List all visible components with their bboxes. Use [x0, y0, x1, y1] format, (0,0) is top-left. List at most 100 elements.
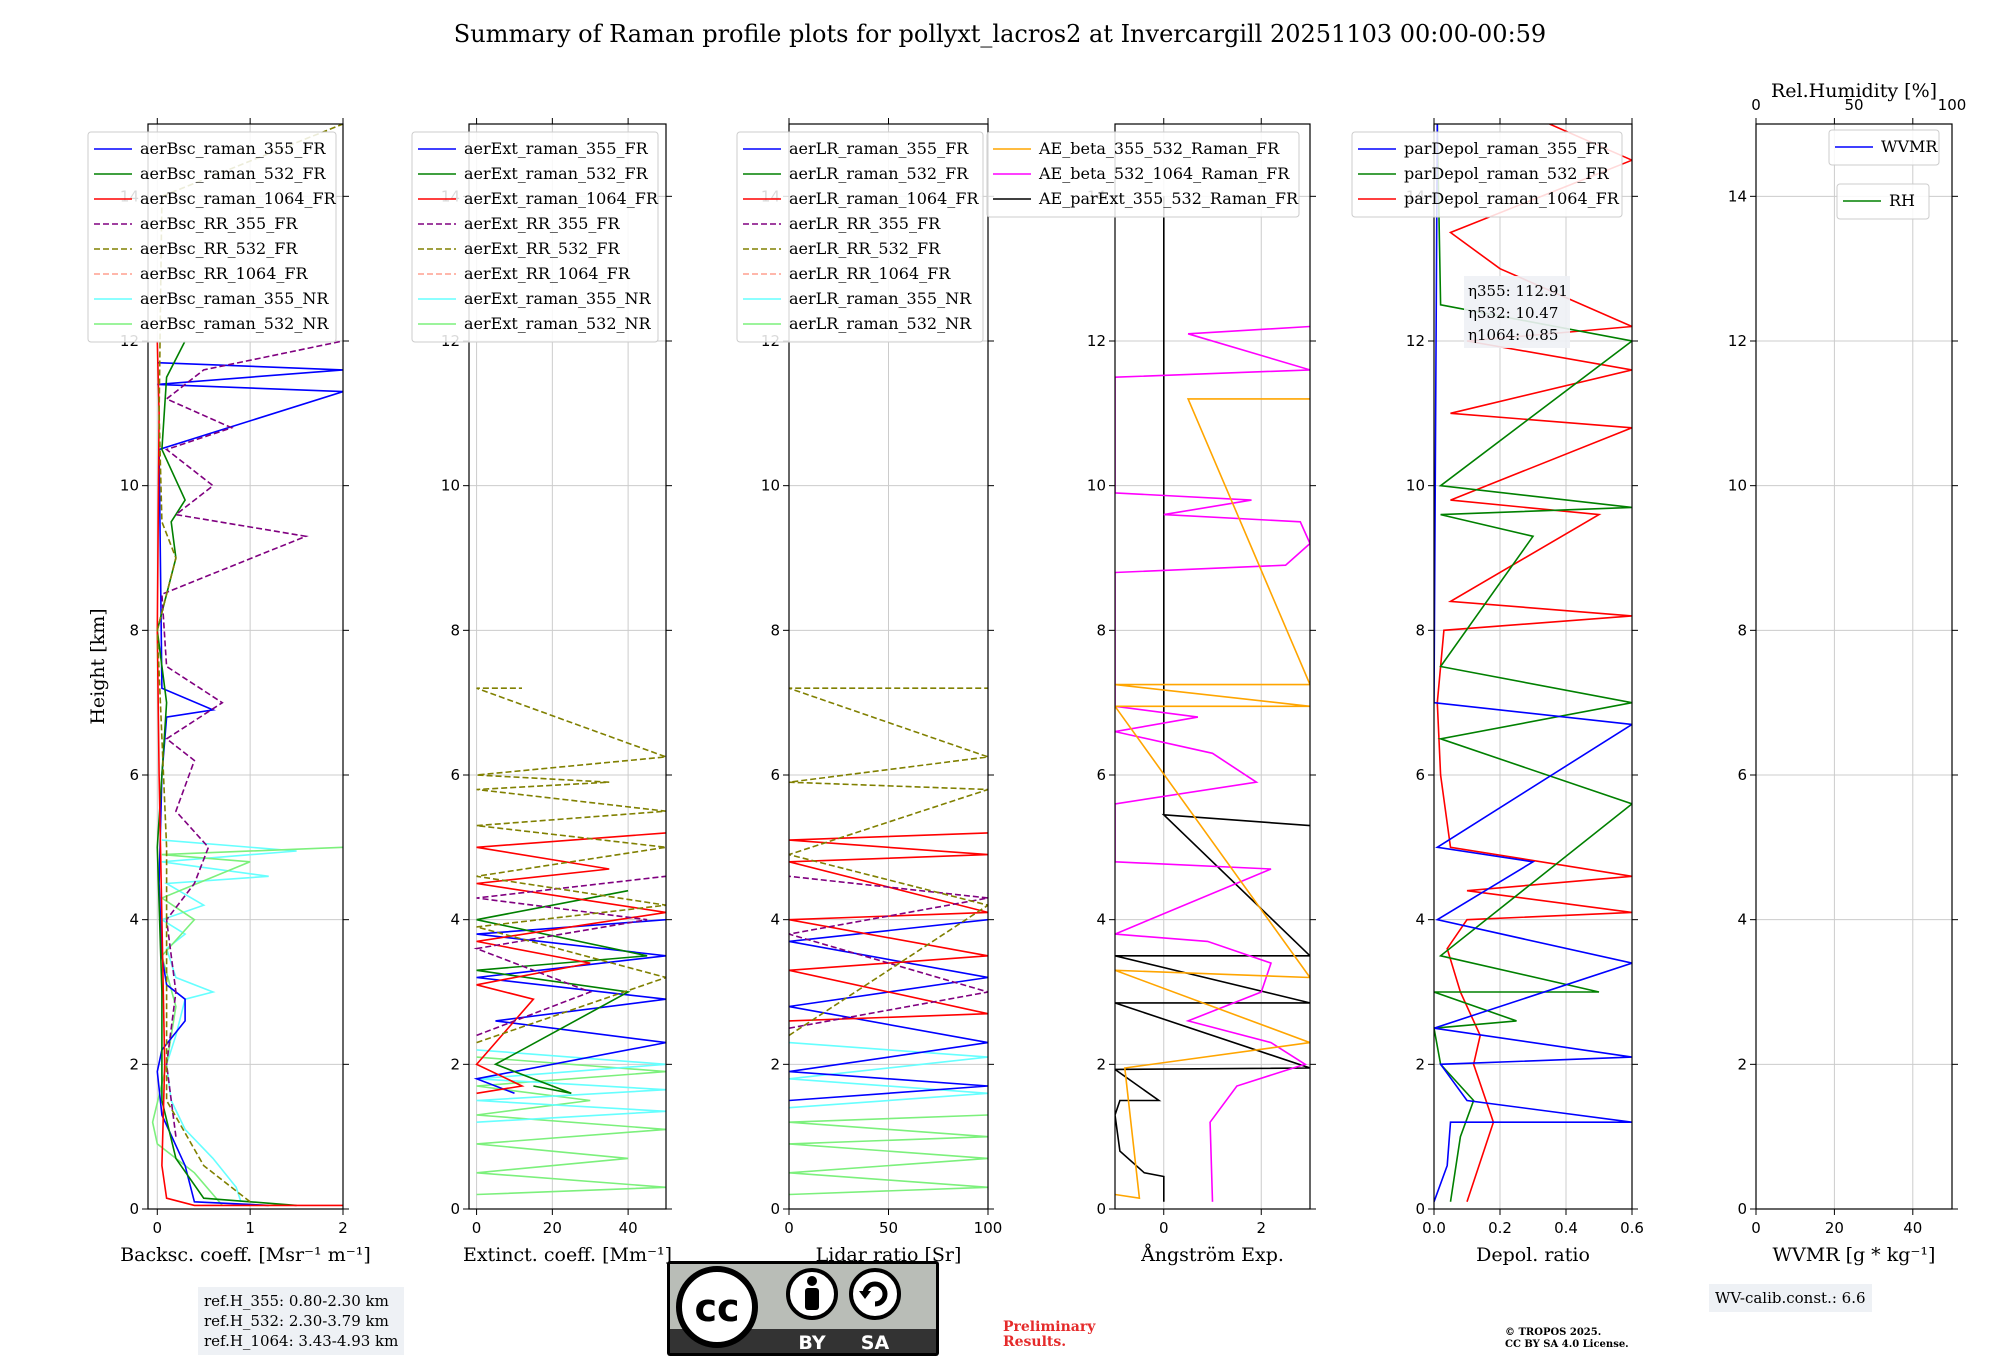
legend-label: aerExt_raman_355_NR — [464, 289, 652, 308]
y-tick-label: 8 — [770, 621, 780, 639]
y-tick-label: 4 — [450, 911, 460, 929]
y-tick-label: 8 — [1737, 621, 1747, 639]
y-tick-label: 12 — [1728, 332, 1747, 350]
series-group — [151, 124, 343, 1207]
x-tick-label: 0 — [153, 1219, 163, 1237]
y-tick-label: 10 — [1728, 477, 1747, 495]
y-tick-label: 10 — [1087, 477, 1106, 495]
legend-box — [1351, 131, 1623, 218]
legend-label: aerLR_raman_532_NR — [789, 314, 972, 333]
legend-box — [1828, 129, 1940, 166]
series-group — [1115, 196, 1310, 1202]
legend-box — [986, 131, 1300, 218]
y-tick-label: 4 — [129, 911, 139, 929]
series-aerBsc_RR_355_FR — [161, 340, 343, 1137]
x-tick-label: 40 — [1903, 1219, 1922, 1237]
legend-label: aerBsc_raman_355_NR — [140, 289, 329, 308]
legend: parDepol_raman_355_FR parDepol_raman_532_… — [1351, 131, 1623, 218]
series-aerBsc_raman_532_NR — [151, 846, 343, 1206]
y-tick-label: 2 — [450, 1055, 460, 1073]
x-tick-label: 0.6 — [1620, 1219, 1644, 1237]
x-tick-label: 20 — [1825, 1219, 1844, 1237]
x-tick-label: 0.4 — [1554, 1219, 1578, 1237]
y-tick-label: 0 — [1096, 1200, 1106, 1218]
x-axis-label: WVMR [g * kg⁻¹] — [1773, 1244, 1936, 1266]
legend-label: parDepol_raman_1064_FR — [1404, 189, 1620, 208]
y-tick-label: 2 — [1415, 1055, 1425, 1073]
y-tick-label: 4 — [1096, 911, 1106, 929]
series-group — [789, 687, 988, 1196]
axes-frame — [468, 123, 667, 1210]
copyright-note: © TROPOS 2025. CC BY SA 4.0 License. — [1505, 1327, 1629, 1351]
y-tick-label: 0 — [1737, 1200, 1747, 1218]
attribution-person-icon — [786, 1268, 838, 1320]
legend: aerExt_raman_355_FR aerExt_raman_532_FRae… — [411, 131, 659, 343]
panel-ext: 0246810121402040Extinct. coeff. [Mm⁻¹]ae… — [411, 118, 672, 1266]
series-aerBsc_RR_532_FR — [156, 124, 343, 1203]
panel-lr: 02468101214050100Lidar ratio [Sr]aerLR_r… — [736, 118, 1002, 1266]
legend-box — [411, 131, 659, 343]
figure-title: Summary of Raman profile plots for polly… — [453, 20, 1547, 48]
x-tick-label: 0 — [784, 1219, 794, 1237]
y-tick-label: 6 — [770, 766, 780, 784]
wv-calib-box: WV-calib.const.: 6.6 — [1709, 1284, 1872, 1312]
series-aerLR_raman_355_FR — [789, 918, 988, 1102]
legend: AE_beta_355_532_Raman_FR AE_beta_532_1064… — [986, 131, 1300, 218]
x-tick-label: 0.0 — [1422, 1219, 1446, 1237]
legend-label: parDepol_raman_355_FR — [1404, 139, 1610, 158]
x-axis-label: Extinct. coeff. [Mm⁻¹] — [463, 1244, 672, 1266]
series-aerBsc_raman_532_FR — [156, 340, 297, 1207]
y-tick-label: 0 — [450, 1200, 460, 1218]
y-tick-label: 14 — [1728, 187, 1747, 205]
series-AE_beta_355_532_Raman_FR — [1115, 398, 1310, 1200]
cc-logo-icon: cc — [676, 1266, 758, 1348]
legend-label: parDepol_raman_532_FR — [1404, 164, 1610, 183]
y-tick-label: 2 — [1096, 1055, 1106, 1073]
copyright-line2: CC BY SA 4.0 License. — [1505, 1339, 1629, 1350]
ref-height-355: ref.H_355: 0.80-2.30 km — [204, 1292, 389, 1310]
series-aerExt_RR_532_FR — [476, 687, 666, 1044]
legend-label: AE_beta_355_532_Raman_FR — [1038, 139, 1280, 158]
y-tick-label: 0 — [1415, 1200, 1425, 1218]
preliminary-line1: Preliminary — [1003, 1319, 1096, 1335]
legend-label: aerExt_RR_532_FR — [464, 239, 621, 258]
legend-label: aerLR_raman_532_FR — [789, 164, 969, 183]
legend-label: aerExt_raman_355_FR — [464, 139, 649, 158]
y-tick-label: 8 — [450, 621, 460, 639]
legend-label: aerBsc_raman_355_FR — [140, 139, 326, 158]
annotation-line: η532: 10.47 — [1468, 304, 1558, 322]
y-tick-label: 10 — [761, 477, 780, 495]
series-aerExt_raman_1064_FR — [475, 832, 666, 1095]
axes-frame — [1755, 123, 1953, 1210]
legend-label: aerBsc_raman_532_NR — [140, 314, 329, 333]
legend-label: aerExt_RR_355_FR — [464, 214, 621, 233]
share-alike-icon — [849, 1268, 901, 1320]
legend-rh: RH — [1836, 183, 1930, 220]
cc-logo-text: cc — [694, 1286, 739, 1330]
legend-label: aerLR_raman_355_NR — [789, 289, 972, 308]
cc-license-badge: cc BY SA — [667, 1261, 939, 1356]
legend-label: RH — [1889, 191, 1915, 210]
legend-label: WVMR — [1881, 137, 1938, 156]
panel-bsc: 02468101214012Backsc. coeff. [Msr⁻¹ m⁻¹]… — [87, 118, 371, 1266]
x-tick-label: 0.2 — [1488, 1219, 1512, 1237]
y-tick-label: 2 — [1737, 1055, 1747, 1073]
x-tick-label: 50 — [879, 1219, 898, 1237]
y-tick-label: 0 — [129, 1200, 139, 1218]
ref-height-532: ref.H_532: 2.30-3.79 km — [204, 1312, 389, 1330]
y-tick-label: 4 — [1415, 911, 1425, 929]
x-tick-label: 0 — [472, 1219, 482, 1237]
legend-label: aerBsc_RR_355_FR — [140, 214, 298, 233]
y-tick-label: 4 — [770, 911, 780, 929]
legend-label: aerLR_RR_532_FR — [789, 239, 941, 258]
wv-calib-const: WV-calib.const.: 6.6 — [1715, 1289, 1866, 1307]
top-axis-label: Rel.Humidity [%] — [1771, 80, 1937, 102]
legend-label: aerLR_raman_355_FR — [789, 139, 969, 158]
series-aerBsc_raman_355_FR — [156, 361, 343, 1207]
panel-wv: 0 2 4 6 8 10 12 14 0 20 40 WVMR [g * kg⁻¹] 0 50 100Rel… — [1728, 80, 1966, 1266]
x-tick-label: 20 — [543, 1219, 562, 1237]
eta-annotation: η355: 112.91 η532: 10.47 η1064: 0.85 — [1464, 276, 1570, 348]
legend-label: AE_parExt_355_532_Raman_FR — [1038, 189, 1299, 208]
legend-label: aerExt_raman_532_NR — [464, 314, 652, 333]
